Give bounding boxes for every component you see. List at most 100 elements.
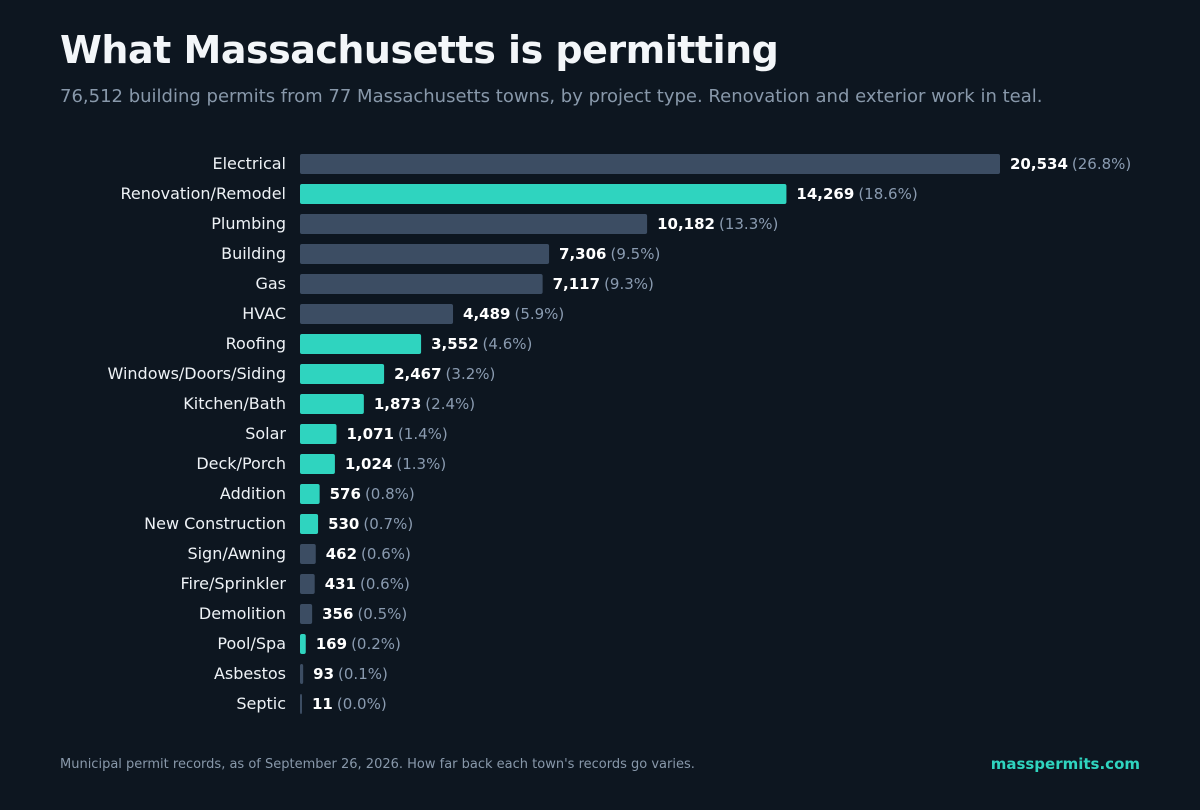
value-label: 1,873 (2.4%) [374,395,475,413]
value-percent: (0.1%) [338,665,388,683]
category-label: New Construction [144,514,286,533]
category-label: Building [221,244,286,263]
value-number: 1,024 [345,455,392,473]
value-percent: (0.2%) [351,635,401,653]
value-label: 356 (0.5%) [322,605,407,623]
value-number: 7,306 [559,245,606,263]
category-label: Fire/Sprinkler [180,574,286,593]
category-label: Solar [245,424,286,443]
bar [300,244,550,264]
bar [300,514,319,534]
value-label: 10,182 (13.3%) [657,215,778,233]
bar [300,214,648,234]
value-percent: (9.5%) [611,245,661,263]
category-label: Sign/Awning [187,544,286,563]
bar [300,634,306,654]
value-percent: (4.6%) [483,335,533,353]
value-label: 169 (0.2%) [316,635,401,653]
bar [300,274,543,294]
category-label: Windows/Doors/Siding [107,364,286,383]
category-label: Electrical [212,154,286,173]
value-percent: (0.8%) [365,485,415,503]
bar [300,304,454,324]
value-label: 431 (0.6%) [325,575,410,593]
category-label: Plumbing [211,214,286,233]
chart-subtitle: 76,512 building permits from 77 Massachu… [60,86,1043,107]
value-percent: (0.7%) [363,515,413,533]
bar [300,334,422,354]
value-label: 93 (0.1%) [313,665,388,683]
category-label: Addition [220,484,286,503]
category-label: Pool/Spa [217,634,286,653]
value-number: 2,467 [394,365,441,383]
value-percent: (1.4%) [398,425,448,443]
value-number: 169 [316,635,347,653]
value-label: 3,552 (4.6%) [431,335,532,353]
value-number: 1,873 [374,395,421,413]
bar [300,544,316,564]
value-number: 20,534 [1010,155,1068,173]
value-percent: (0.0%) [337,695,387,713]
category-label: Septic [236,694,286,713]
value-number: 14,269 [796,185,854,203]
value-percent: (9.3%) [604,275,654,293]
bar [300,454,335,474]
category-label: Deck/Porch [196,454,286,473]
bar [300,694,302,714]
bar [300,424,337,444]
value-label: 576 (0.8%) [330,485,415,503]
value-number: 3,552 [431,335,478,353]
chart-title: What Massachusetts is permitting [60,28,779,72]
category-label: HVAC [242,304,286,323]
value-label: 530 (0.7%) [328,515,413,533]
value-number: 10,182 [657,215,715,233]
value-number: 7,117 [553,275,600,293]
value-number: 11 [312,695,333,713]
category-label: Gas [255,274,286,293]
bar [300,604,313,624]
value-number: 431 [325,575,356,593]
category-label: Kitchen/Bath [183,394,286,413]
value-number: 530 [328,515,359,533]
value-percent: (26.8%) [1072,155,1131,173]
value-percent: (2.4%) [425,395,475,413]
value-label: 1,071 (1.4%) [347,425,448,443]
bar [300,394,364,414]
bar [300,664,304,684]
value-number: 4,489 [463,305,510,323]
category-label: Roofing [226,334,286,353]
value-number: 462 [326,545,357,563]
value-label: 4,489 (5.9%) [463,305,564,323]
site-link[interactable]: masspermits.com [990,755,1140,773]
value-label: 462 (0.6%) [326,545,411,563]
value-percent: (0.6%) [361,545,411,563]
footer-note: Municipal permit records, as of Septembe… [60,757,695,772]
value-percent: (1.3%) [396,455,446,473]
value-number: 356 [322,605,353,623]
value-label: 20,534 (26.8%) [1010,155,1131,173]
value-label: 7,306 (9.5%) [559,245,660,263]
value-percent: (0.6%) [360,575,410,593]
category-label: Renovation/Remodel [120,184,286,203]
value-percent: (0.5%) [357,605,407,623]
category-label: Demolition [199,604,286,623]
value-label: 2,467 (3.2%) [394,365,495,383]
value-percent: (5.9%) [514,305,564,323]
bar [300,574,315,594]
value-label: 11 (0.0%) [312,695,387,713]
value-number: 576 [330,485,361,503]
bar [300,154,1000,174]
value-percent: (18.6%) [858,185,917,203]
value-number: 93 [313,665,334,683]
value-label: 14,269 (18.6%) [796,185,917,203]
value-percent: (13.3%) [719,215,778,233]
value-label: 1,024 (1.3%) [345,455,446,473]
bar [300,184,787,204]
bar-chart: Electrical 20,534 (26.8%) Renovation/Remode… [107,154,1131,714]
bar [300,364,385,384]
value-label: 7,117 (9.3%) [553,275,654,293]
category-label: Asbestos [214,664,286,683]
bar [300,484,320,504]
value-percent: (3.2%) [446,365,496,383]
value-number: 1,071 [347,425,394,443]
